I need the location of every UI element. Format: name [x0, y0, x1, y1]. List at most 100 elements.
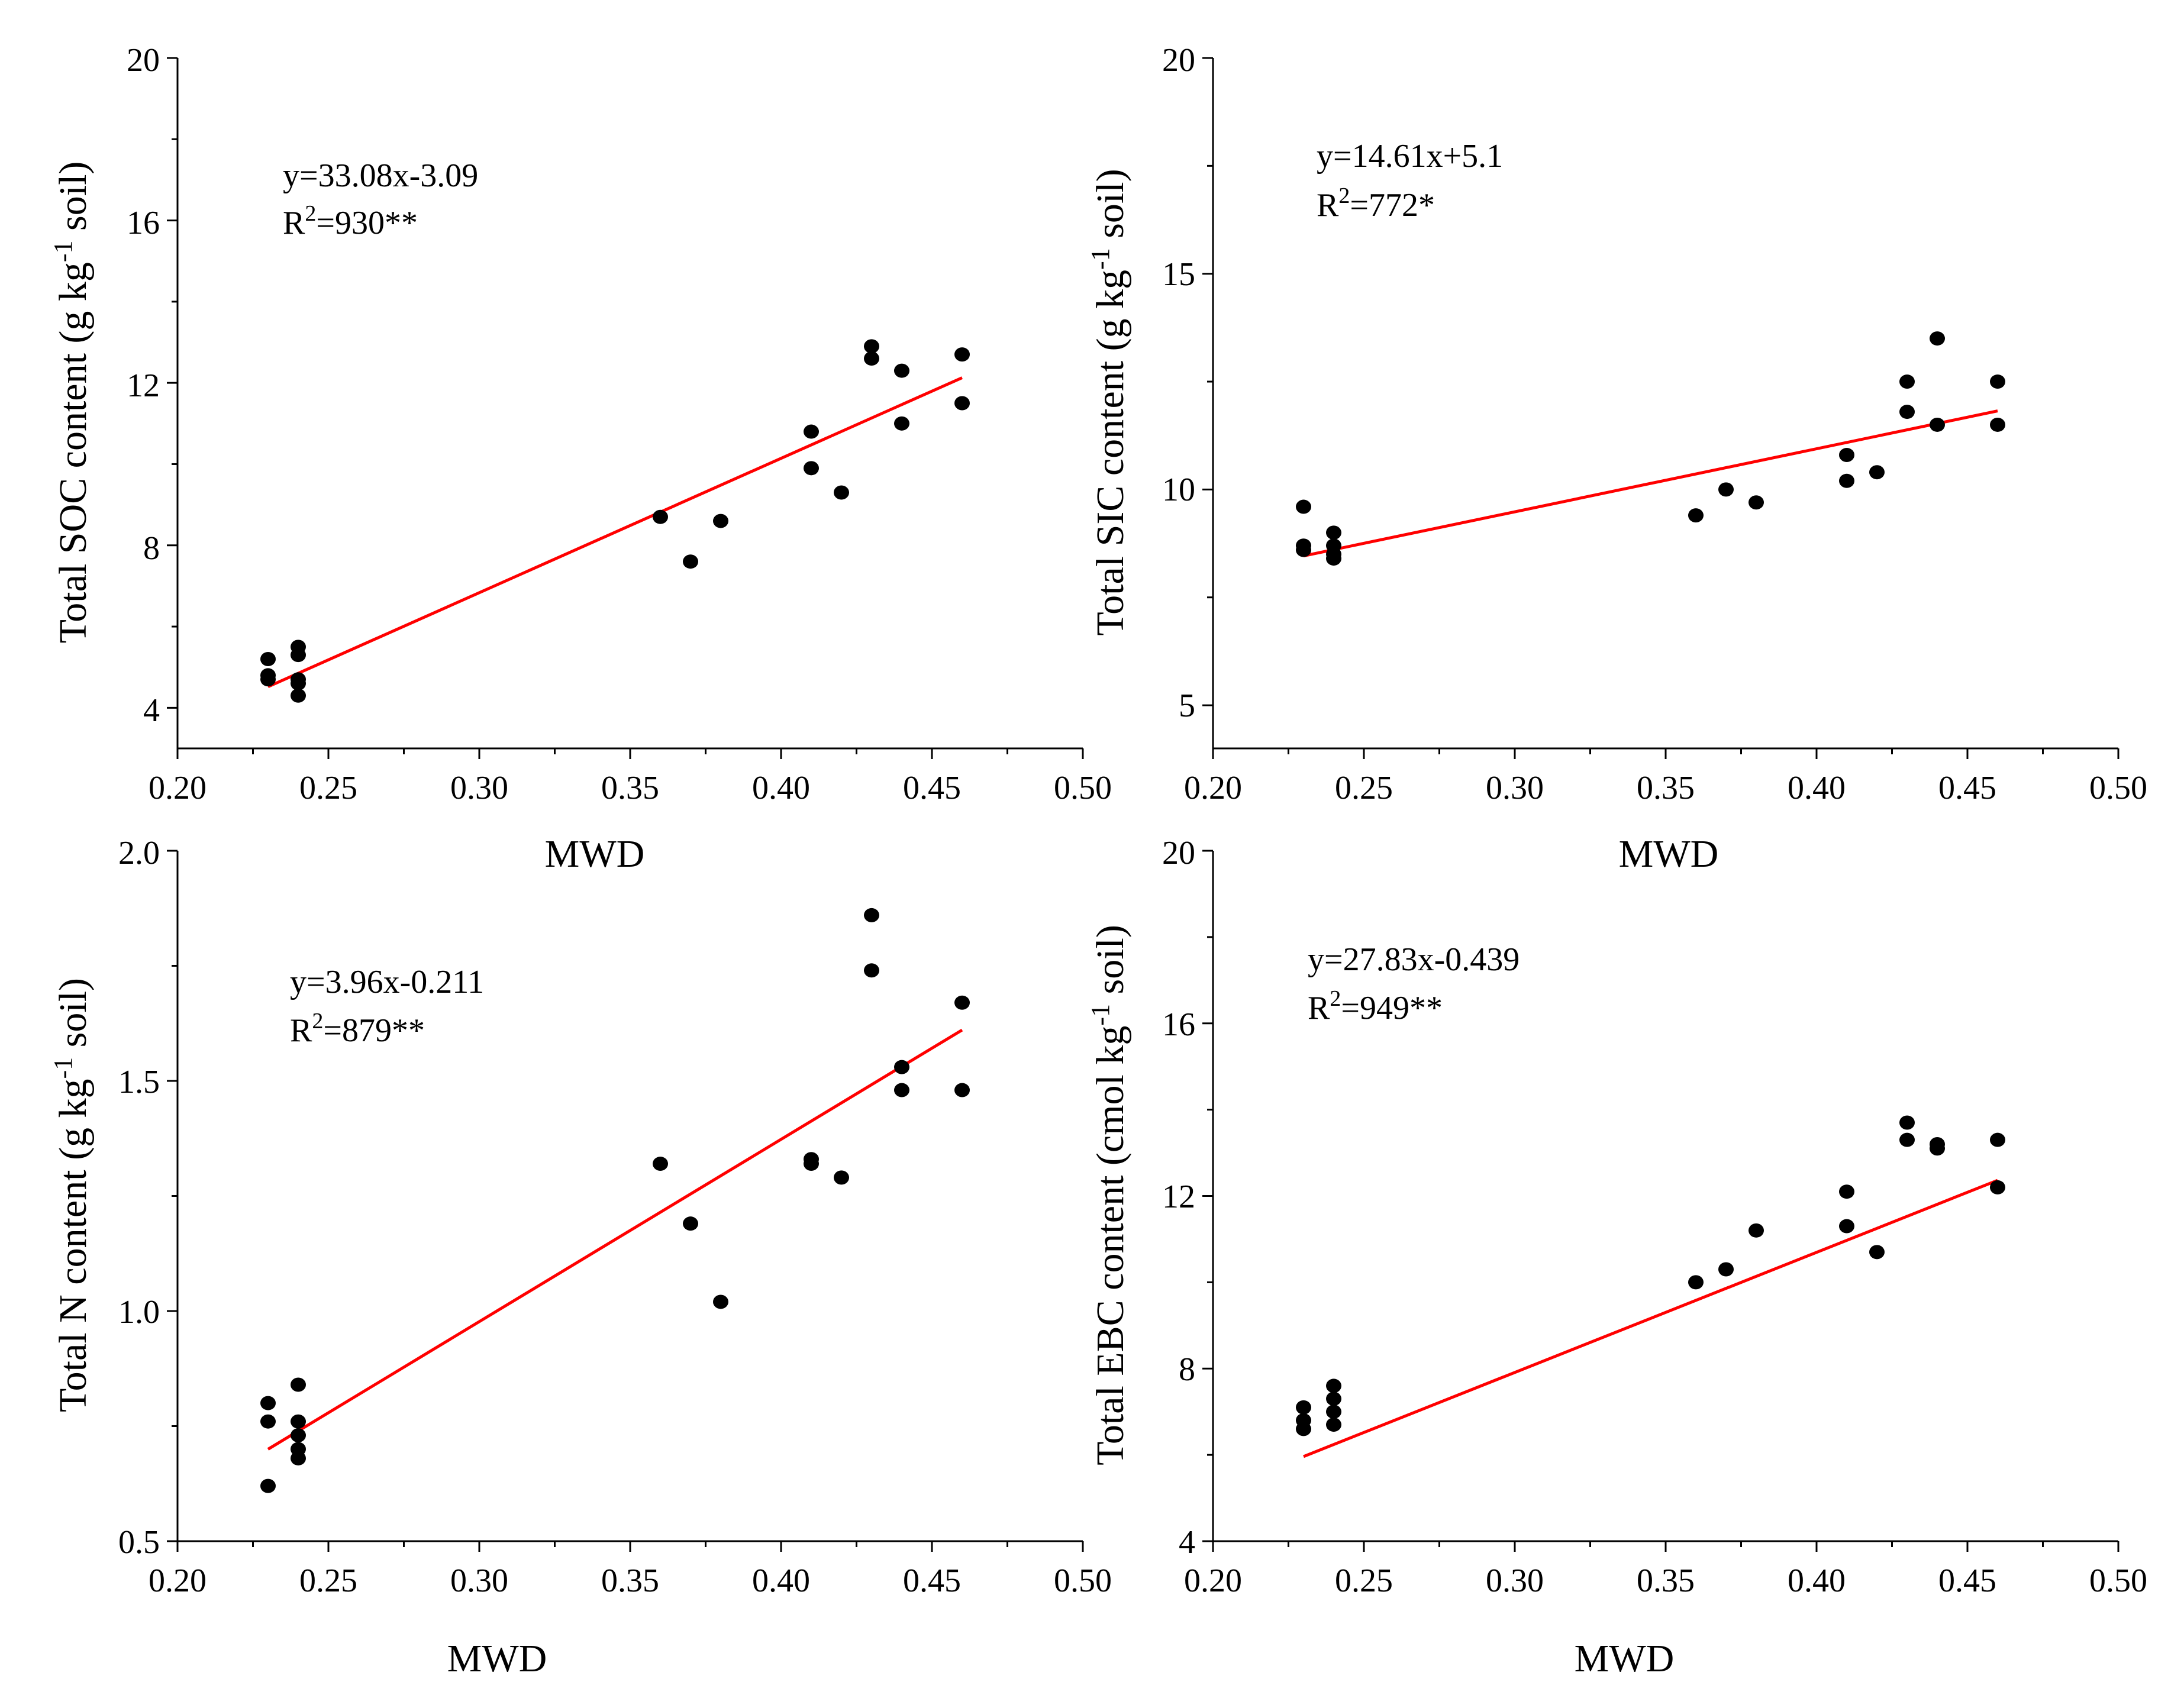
x-tick-label: 0.35 [1637, 770, 1695, 806]
y-axis-title-end: soil) [1089, 925, 1132, 1004]
data-point [1326, 1405, 1341, 1419]
regression-equation: y=3.96x-0.211 [290, 964, 484, 1000]
r-squared-sup: 2 [312, 1009, 323, 1034]
r-squared-sup: 2 [1330, 986, 1341, 1011]
data-point [1749, 495, 1764, 510]
y-axis-title-sup: -1 [1086, 1004, 1115, 1026]
sic-fit-line-group [1303, 409, 1998, 558]
data-point [1688, 1275, 1704, 1290]
r-squared-sup: 2 [1338, 183, 1350, 208]
sic-points [1296, 331, 2005, 566]
soc-fit-line-group [267, 376, 963, 689]
x-tick-label: 0.20 [149, 1562, 207, 1599]
n-fit-line-group [267, 1028, 963, 1451]
x-tick-label: 0.35 [1637, 1562, 1695, 1599]
data-point [291, 1428, 306, 1443]
data-point [1296, 1422, 1311, 1436]
data-point [1839, 1184, 1854, 1199]
y-tick-label: 4 [1179, 1524, 1195, 1561]
data-point [291, 1377, 306, 1392]
data-point [894, 416, 909, 431]
data-point [864, 908, 879, 922]
x-tick-label: 0.40 [752, 1562, 810, 1599]
y-tick-label: 16 [1162, 1006, 1195, 1043]
x-tick-label: 0.30 [1486, 770, 1544, 806]
ebc-axes [1202, 850, 2120, 1552]
y-axis-title-end: soil) [1089, 169, 1132, 248]
sic-panel: 0.20 0.25 0.30 0.35 0.40 0.45 0.50 5 10 … [1086, 42, 2147, 876]
regression-equation: y=33.08x-3.09 [283, 157, 478, 194]
x-tick-label: 0.35 [601, 1562, 659, 1599]
data-point [1296, 499, 1311, 514]
x-tick-label: 0.20 [1184, 770, 1242, 806]
data-point [260, 1396, 276, 1410]
r-squared-prefix: R [283, 205, 305, 241]
y-tick-label: 12 [127, 367, 160, 404]
y-axis-title-main: Total N content (g kg [51, 1079, 95, 1412]
y-axis-title: Total N content (g kg-1 soil) [49, 978, 95, 1412]
data-point [713, 514, 728, 528]
x-tick-label: 0.25 [1335, 770, 1393, 806]
data-point [260, 672, 276, 687]
y-tick-label: 5 [1179, 687, 1195, 724]
x-tick-label: 0.50 [1054, 770, 1112, 806]
data-point [1899, 1115, 1915, 1130]
x-tick-label: 0.30 [1486, 1562, 1544, 1599]
r-squared-value: =772* [1350, 187, 1435, 224]
soc-axes [167, 57, 1084, 759]
ebc-points [1296, 1115, 2005, 1436]
y-axis-title-sup: -1 [49, 240, 78, 262]
r-squared-label: R2=930** [283, 201, 418, 241]
data-point [834, 1170, 849, 1185]
data-point [1899, 1132, 1915, 1147]
data-point [1930, 1141, 1945, 1156]
data-point [1990, 374, 2005, 389]
data-point [1930, 331, 1945, 346]
data-point [1749, 1223, 1764, 1238]
n-points [260, 908, 970, 1493]
x-tick-label: 0.45 [1938, 1562, 1996, 1599]
data-point [954, 396, 970, 411]
data-point [1869, 1245, 1885, 1260]
x-tick-label: 0.25 [1335, 1562, 1393, 1599]
x-tick-label: 0.50 [2089, 1562, 2147, 1599]
x-axis-title: MWD [545, 832, 645, 876]
soc-panel: 0.20 0.25 0.30 0.35 0.40 0.45 0.50 4 8 1… [49, 42, 1112, 876]
y-axis-title-sup: -1 [1086, 248, 1115, 270]
x-tick-label: 0.25 [299, 1562, 357, 1599]
y-axis-title-end: soil) [51, 978, 95, 1057]
regression-line [267, 1028, 963, 1451]
x-tick-label: 0.30 [450, 770, 508, 806]
x-tick-label: 0.40 [1788, 1562, 1846, 1599]
x-tick-label: 0.40 [752, 770, 810, 806]
x-axis-title: MWD [447, 1637, 547, 1680]
data-point [260, 651, 276, 666]
sic-axes [1202, 57, 2120, 759]
r-squared-sup: 2 [305, 201, 316, 226]
y-axis-title: Total EBC content (cmol kg-1 soil) [1086, 925, 1132, 1465]
data-point [291, 676, 306, 691]
data-point [954, 995, 970, 1010]
ebc-panel: 0.20 0.25 0.30 0.35 0.40 0.45 0.50 4 8 1… [1086, 835, 2147, 1680]
data-point [804, 1157, 819, 1171]
soc-points [260, 339, 970, 703]
r-squared-value: =930** [316, 205, 418, 241]
x-tick-label: 0.25 [299, 770, 357, 806]
y-axis-title-main: Total SIC content (g kg [1089, 270, 1132, 636]
y-axis-title-main: Total SOC content (g kg [51, 262, 95, 643]
data-point [954, 347, 970, 362]
y-tick-label: 20 [1162, 835, 1195, 871]
y-tick-label: 10 [1162, 472, 1195, 508]
y-tick-label: 15 [1162, 256, 1195, 293]
x-tick-label: 0.50 [2089, 770, 2147, 806]
data-point [260, 1478, 276, 1493]
x-tick-label: 0.50 [1054, 1562, 1112, 1599]
x-tick-label: 0.35 [601, 770, 659, 806]
regression-line [1303, 1179, 1998, 1458]
data-point [894, 1083, 909, 1097]
x-tick-label: 0.40 [1788, 770, 1846, 806]
y-tick-label: 20 [127, 42, 160, 79]
y-axis-title: Total SOC content (g kg-1 soil) [49, 162, 95, 644]
data-point [1990, 417, 2005, 432]
